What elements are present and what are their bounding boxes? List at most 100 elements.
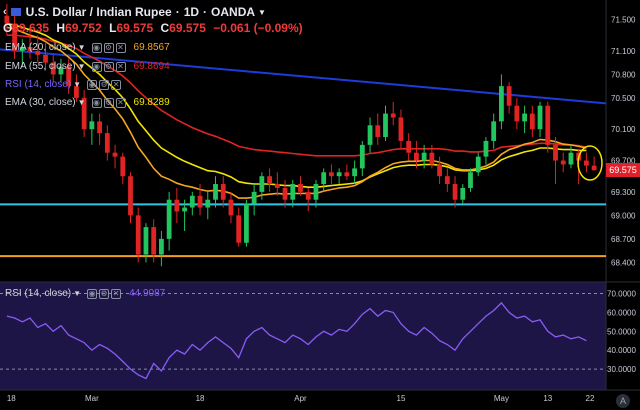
symbol-header[interactable]: ‹ U.S. Dollar / Indian Rupee · 1D · OAND… bbox=[3, 5, 266, 19]
settings-icon[interactable]: ⚙ bbox=[103, 97, 114, 108]
candle bbox=[189, 191, 195, 216]
indicator-legend-rsi[interactable]: RSI (14, close) ▼ ◉ ⚙ ✕ bbox=[5, 79, 122, 90]
eye-icon[interactable]: ◉ bbox=[91, 97, 102, 108]
candle bbox=[429, 144, 435, 169]
indicator-label[interactable]: EMA (30, close) bbox=[5, 97, 76, 108]
candle bbox=[4, 3, 10, 36]
resistance-trendline[interactable] bbox=[0, 48, 607, 105]
candle bbox=[305, 187, 311, 212]
candle bbox=[120, 152, 126, 185]
settings-icon[interactable]: ⚙ bbox=[99, 288, 110, 299]
symbol-name[interactable]: U.S. Dollar / Indian Rupee bbox=[25, 5, 172, 19]
ema20-line bbox=[6, 26, 587, 199]
candle bbox=[421, 144, 427, 169]
candle bbox=[506, 82, 512, 114]
candle bbox=[151, 219, 157, 263]
candle bbox=[12, 15, 17, 59]
indicator-label[interactable]: RSI (14, close) bbox=[5, 288, 72, 299]
candle bbox=[298, 176, 303, 196]
candle bbox=[483, 137, 489, 165]
candle bbox=[220, 176, 226, 208]
eye-icon[interactable]: ◉ bbox=[91, 61, 102, 72]
candle bbox=[259, 172, 265, 200]
candle bbox=[375, 113, 381, 145]
close-icon[interactable]: ✕ bbox=[115, 97, 126, 108]
rsi-axis-label: 50.0000 bbox=[607, 327, 636, 336]
eye-icon[interactable]: ◉ bbox=[87, 79, 98, 90]
candle bbox=[267, 168, 272, 192]
settings-icon[interactable]: ⚙ bbox=[99, 79, 110, 90]
close-icon[interactable]: ✕ bbox=[111, 79, 122, 90]
candle bbox=[367, 117, 373, 153]
candle bbox=[282, 180, 288, 208]
chevron-down-icon[interactable]: ▼ bbox=[77, 43, 86, 52]
candle bbox=[159, 231, 164, 267]
chevron-down-icon[interactable]: ▼ bbox=[73, 289, 82, 298]
candle bbox=[104, 125, 110, 161]
candle bbox=[27, 27, 33, 59]
auto-scale-icon[interactable]: A bbox=[616, 394, 630, 408]
indicator-value: 44.9087 bbox=[129, 288, 166, 299]
price-axis-label: 68.700 bbox=[611, 235, 636, 244]
candle bbox=[352, 160, 357, 185]
price-axis-label: 70.500 bbox=[611, 94, 636, 103]
indicator-value: 69.8567 bbox=[133, 42, 170, 53]
close-icon[interactable]: ✕ bbox=[115, 61, 126, 72]
candle bbox=[336, 168, 342, 185]
indicator-legend-ema55[interactable]: EMA (55, close) ▼ ◉ ⚙ ✕ 69.8694 bbox=[5, 61, 170, 72]
settings-icon[interactable]: ⚙ bbox=[103, 61, 114, 72]
candle bbox=[89, 113, 95, 145]
candle bbox=[313, 180, 319, 208]
close-icon[interactable]: ✕ bbox=[115, 42, 126, 53]
candle bbox=[514, 97, 520, 130]
low-label: L bbox=[109, 21, 117, 35]
chevron-down-icon[interactable]: ▼ bbox=[73, 80, 82, 89]
close-icon[interactable]: ✕ bbox=[111, 288, 122, 299]
price-axis-label: 69.000 bbox=[611, 211, 636, 220]
indicator-legend-ema20[interactable]: EMA (20, close) ▼ ◉ ⚙ ✕ 69.8567 bbox=[5, 42, 170, 53]
indicator-label[interactable]: EMA (55, close) bbox=[5, 61, 76, 72]
indicator-label[interactable]: RSI (14, close) bbox=[5, 79, 72, 90]
candle bbox=[112, 144, 118, 169]
candle bbox=[568, 144, 574, 169]
price-axis-label: 71.100 bbox=[611, 47, 636, 56]
candle bbox=[475, 152, 481, 177]
eye-icon[interactable]: ◉ bbox=[91, 42, 102, 53]
candle bbox=[135, 207, 141, 263]
chevron-down-icon[interactable]: ▼ bbox=[77, 62, 86, 71]
time-axis-label: Mar bbox=[85, 394, 99, 403]
candle bbox=[213, 176, 218, 208]
candle bbox=[166, 191, 172, 251]
candle bbox=[128, 172, 133, 224]
flag-icon bbox=[10, 8, 21, 16]
rsi-pane-background bbox=[0, 282, 606, 390]
ema55-line bbox=[6, 34, 587, 157]
current-price-tag: 69.575 bbox=[606, 163, 640, 177]
rsi-axis-label: 40.0000 bbox=[607, 346, 636, 355]
indicator-legend-ema30[interactable]: EMA (30, close) ▼ ◉ ⚙ ✕ 69.8289 bbox=[5, 97, 170, 108]
rsi-pane-legend[interactable]: RSI (14, close) ▼ ◉ ⚙ ✕ 44.9087 bbox=[5, 288, 165, 299]
candle bbox=[236, 207, 242, 247]
highlight-circle bbox=[577, 145, 603, 181]
candle bbox=[290, 180, 296, 208]
candle bbox=[19, 39, 25, 67]
candle bbox=[205, 191, 211, 220]
price-axis-label: 69.700 bbox=[611, 157, 636, 166]
candle bbox=[522, 105, 527, 134]
settings-icon[interactable]: ⚙ bbox=[103, 42, 114, 53]
chevron-down-icon[interactable]: ▼ bbox=[77, 98, 86, 107]
indicator-label[interactable]: EMA (20, close) bbox=[5, 42, 76, 53]
interval-label[interactable]: 1D bbox=[183, 5, 200, 19]
high-value: 69.752 bbox=[65, 21, 102, 35]
open-label: O bbox=[3, 21, 13, 35]
eye-icon[interactable]: ◉ bbox=[87, 288, 98, 299]
chevron-left-icon[interactable]: ‹ bbox=[3, 6, 7, 18]
candle bbox=[50, 54, 56, 83]
chevron-down-icon[interactable]: ▼ bbox=[258, 7, 266, 17]
candle bbox=[468, 168, 473, 192]
candle bbox=[274, 172, 280, 196]
price-axis-label: 69.300 bbox=[611, 188, 636, 197]
candle bbox=[460, 184, 466, 204]
